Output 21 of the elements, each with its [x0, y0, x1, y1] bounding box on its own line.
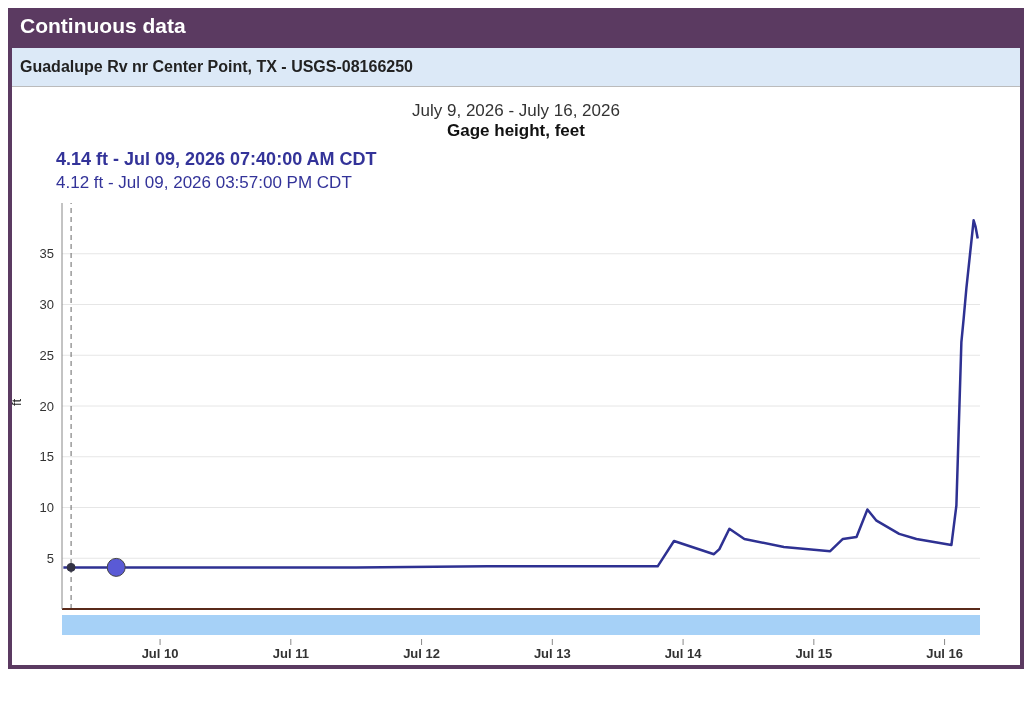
text: 4.12 ft - Jul 09, 2026 03:57:00 PM CDT: [56, 173, 352, 192]
y-tick-label: 20: [39, 398, 54, 414]
chart-subtitle: July 9, 2026 - July 16, 2026: [412, 101, 620, 120]
y-tick-label: 30: [39, 297, 54, 313]
y-tick-label: 25: [39, 347, 54, 363]
y-tick-label: 5: [46, 550, 54, 566]
text: 4.14 ft - Jul 09, 2026 07:40:00 AM CDT: [56, 149, 377, 169]
x-tick-label: Jul 15: [795, 646, 833, 662]
x-tick-label: Jul 14: [664, 646, 703, 662]
text: Continuous data: [20, 14, 186, 37]
y-tick-label: 10: [39, 500, 54, 516]
x-tick-label: Jul 10: [141, 646, 179, 662]
x-tick-label: Jul 11: [272, 646, 309, 662]
y-tick-label: 35: [39, 246, 54, 262]
chart-title: Gage height, feet: [447, 121, 585, 140]
x-tick-label: Jul 16: [926, 646, 964, 662]
y-axis-title: ft: [8, 398, 24, 406]
x-tick-label: Jul 12: [403, 646, 440, 662]
y-tick-label: 15: [39, 449, 54, 465]
text: Guadalupe Rv nr Center Point, TX - USGS-08166250: [20, 58, 413, 75]
x-tick-label: Jul 13: [533, 646, 571, 662]
